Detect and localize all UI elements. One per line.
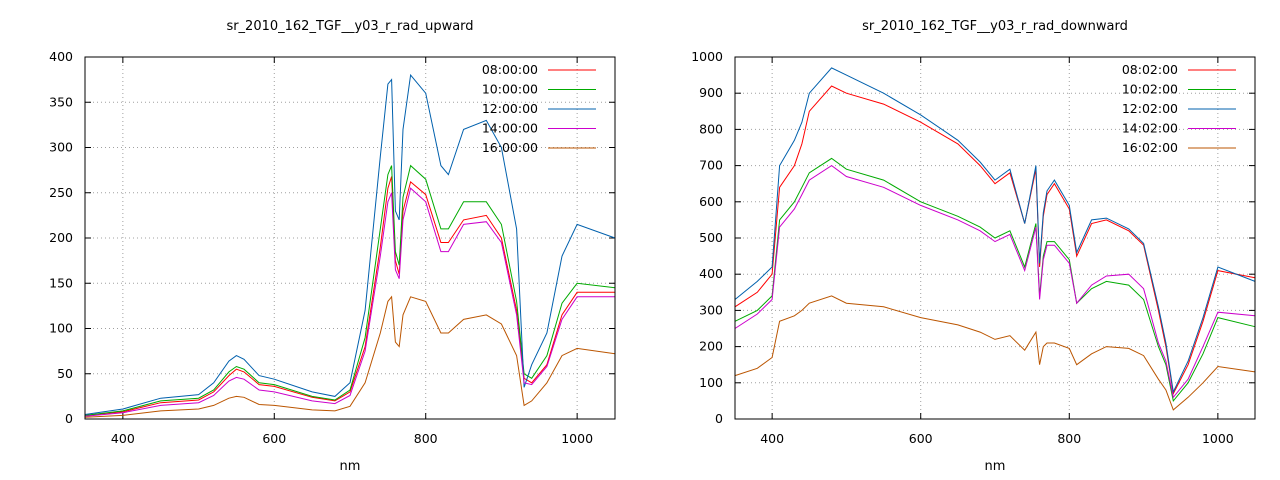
plot-frame [734,56,1256,420]
x-tick-label: 400 [111,431,135,446]
y-tick-label: 300 [49,140,73,155]
x-tick-label: 1000 [1202,431,1234,446]
x-tick-label: 600 [262,431,286,446]
y-tick-label: 50 [57,366,73,381]
plot-frame [84,56,616,420]
series-line-3 [84,187,615,417]
y-tick-label: 150 [49,275,73,290]
series-line-4 [84,295,616,418]
legend-label: 08:00:00 [482,62,538,77]
x-axis-label: nm [985,459,1006,474]
series-line-3 [734,164,1256,399]
legend-label: 10:00:00 [482,82,538,97]
legend-label: 12:00:00 [482,101,538,116]
x-tick-label: 400 [760,431,784,446]
legend-label: 10:02:00 [1122,82,1178,97]
y-tick-label: 400 [49,49,73,64]
y-tick-label: 250 [49,185,73,200]
y-tick-label: 200 [49,230,73,245]
series-line-1 [84,164,616,416]
upward-radiance-chart: sr_2010_162_TGF__y03_r_rad_upward nm 0 50… [49,19,616,474]
y-tick-label: 100 [699,375,723,390]
legend-label: 14:02:00 [1122,121,1178,136]
series-line-1 [734,157,1256,403]
y-tick-label: 600 [699,194,723,209]
x-axis-label: nm [340,459,361,474]
x-tick-label: 600 [909,431,933,446]
legend-label: 08:02:00 [1122,62,1178,77]
y-tick-label: 1000 [691,49,723,64]
chart-title: sr_2010_162_TGF__y03_r_rad_upward [226,19,473,34]
chart-title: sr_2010_162_TGF__y03_r_rad_downward [862,19,1128,34]
legend-label: 16:00:00 [482,140,538,155]
y-tick-label: 350 [49,94,73,109]
y-tick-label: 400 [699,266,723,281]
y-tick-label: 900 [699,85,723,100]
x-tick-label: 800 [1057,431,1081,446]
series-line-4 [734,295,1256,411]
legend-label: 12:02:00 [1122,101,1178,116]
series-line-2 [734,67,1256,394]
y-tick-label: 300 [699,302,723,317]
legend-label: 14:00:00 [482,121,538,136]
y-tick-label: 200 [699,339,723,354]
y-tick-label: 100 [49,321,73,336]
downward-radiance-chart: sr_2010_162_TGF__y03_r_rad_downward nm 0… [691,19,1256,474]
y-tick-label: 0 [65,411,73,426]
x-tick-label: 1000 [561,431,593,446]
y-tick-label: 500 [699,230,723,245]
legend-label: 16:02:00 [1122,140,1178,155]
y-tick-label: 0 [715,411,723,426]
y-tick-label: 800 [699,121,723,136]
y-tick-label: 700 [699,158,723,173]
series-line-2 [84,73,616,415]
x-tick-label: 800 [414,431,438,446]
